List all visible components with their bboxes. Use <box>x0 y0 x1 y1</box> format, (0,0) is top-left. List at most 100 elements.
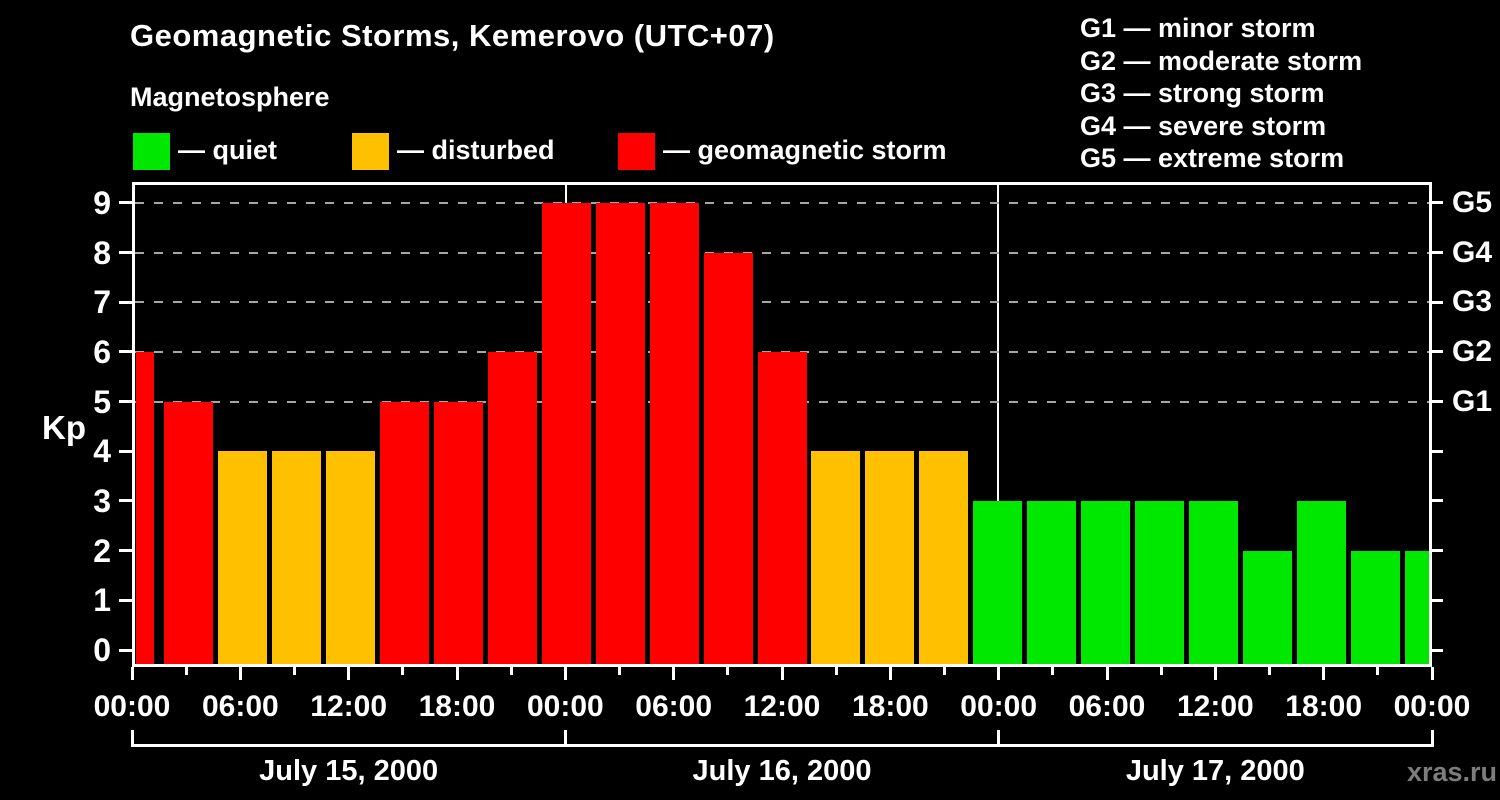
y-tick-label: 5 <box>93 383 111 420</box>
y-tick-label: 4 <box>93 433 111 470</box>
kp-bar <box>1296 500 1346 664</box>
storm-scale-legend: G1 — minor storm G2 — moderate storm G3 … <box>1080 12 1362 175</box>
g-scale-label: G3 <box>1452 285 1493 319</box>
kp-bar <box>380 401 430 664</box>
x-tick-label: 12:00 <box>310 690 388 723</box>
y-tick-label: 9 <box>93 184 111 221</box>
kp-bar <box>1188 500 1238 664</box>
kp-bar <box>757 351 807 664</box>
y-axis-tick <box>119 648 132 652</box>
legend-label-quiet: — quiet <box>178 135 277 165</box>
x-tick-label: 18:00 <box>1285 690 1363 723</box>
x-axis-tick <box>455 667 459 680</box>
x-axis-tick <box>130 667 134 680</box>
g-scale-label: G2 <box>1452 334 1493 368</box>
y-tick-label: 0 <box>93 632 111 668</box>
kp-bar <box>164 401 214 664</box>
x-axis-tick <box>726 667 730 675</box>
disturbed-color-swatch <box>352 133 389 170</box>
day-bracket-cap <box>997 730 1001 747</box>
kp-bar <box>136 351 154 664</box>
kp-bar <box>487 351 537 664</box>
x-axis-tick <box>293 667 296 675</box>
kp-bar <box>1350 550 1400 664</box>
g-scale-label: G1 <box>1452 384 1493 418</box>
kp-bar <box>703 252 753 664</box>
day-label: July 16, 2000 <box>692 755 872 787</box>
x-axis-tick <box>1213 667 1217 680</box>
day-label: July 17, 2000 <box>1125 755 1305 787</box>
x-tick-label: 18:00 <box>418 690 496 723</box>
gridline-kp-7 <box>135 301 1429 304</box>
x-axis-tick <box>780 667 784 680</box>
day-bracket-cap <box>1430 730 1434 747</box>
x-axis-tick <box>1430 667 1434 680</box>
right-axis-tick <box>1432 499 1443 503</box>
kp-bar <box>1134 500 1184 664</box>
kp-bar <box>811 451 861 664</box>
kp-bar <box>919 451 969 664</box>
y-tick-label: 7 <box>93 284 111 321</box>
kp-bar <box>218 451 268 664</box>
kp-bar <box>1242 550 1292 664</box>
storm-scale-legend-g3: G3 — strong storm <box>1080 78 1325 108</box>
x-tick-label: 18:00 <box>851 690 929 723</box>
kp-bar <box>326 451 376 664</box>
watermark: xras.ru <box>1406 757 1497 787</box>
x-axis-tick <box>943 667 946 675</box>
storm-scale-legend-g1: G1 — minor storm <box>1080 13 1316 43</box>
g-scale-label: G5 <box>1452 185 1493 219</box>
y-axis-tick <box>119 251 132 255</box>
x-axis-tick <box>888 667 892 680</box>
day-label: July 15, 2000 <box>259 755 439 787</box>
kp-bar <box>595 202 645 664</box>
x-axis-tick <box>563 667 567 680</box>
storm-scale-legend-g4: G4 — severe storm <box>1080 110 1327 141</box>
x-axis-tick <box>672 667 676 680</box>
x-axis-tick <box>997 667 1001 680</box>
x-axis-tick <box>401 667 405 675</box>
right-axis-tick <box>1432 350 1443 354</box>
legend-label-disturbed: — disturbed <box>397 135 555 165</box>
quiet-color-swatch <box>133 133 170 170</box>
y-tick-label: 3 <box>93 482 111 519</box>
x-tick-label: 00:00 <box>1393 690 1471 723</box>
plot-frame <box>132 182 1432 667</box>
kp-bar <box>1404 550 1429 664</box>
x-axis-tick <box>509 667 513 675</box>
y-axis-tick <box>119 350 132 354</box>
kp-bar <box>434 401 483 664</box>
day-divider <box>996 185 999 664</box>
day-bracket-cap <box>563 730 567 747</box>
right-axis-tick <box>1432 549 1443 553</box>
x-tick-label: 00:00 <box>526 690 604 723</box>
x-axis-tick <box>1051 667 1055 675</box>
kp-bar <box>1081 500 1130 664</box>
right-axis-tick <box>1432 201 1443 205</box>
kp-bar <box>541 202 591 664</box>
y-tick-label: 8 <box>93 234 111 271</box>
x-tick-label: 00:00 <box>93 690 171 723</box>
x-axis-tick <box>1159 667 1163 675</box>
kp-bar <box>973 500 1023 664</box>
gridline-kp-8 <box>135 251 1429 254</box>
x-axis-tick <box>1376 667 1380 675</box>
g-scale-label: G4 <box>1452 235 1493 269</box>
x-axis-tick <box>1268 667 1271 675</box>
legend-label-storm: — geomagnetic storm <box>663 135 947 165</box>
storm-scale-legend-g5: G5 — extreme storm <box>1080 143 1345 173</box>
x-axis-tick <box>184 667 188 675</box>
day-bracket-line <box>132 744 1432 747</box>
kp-bar <box>1027 500 1077 664</box>
y-tick-label: 6 <box>93 333 111 370</box>
x-tick-label: 06:00 <box>635 690 713 723</box>
y-axis-tick <box>119 598 132 602</box>
kp-bar <box>272 451 322 664</box>
x-tick-label: 12:00 <box>743 690 821 723</box>
storm-color-swatch <box>618 133 655 170</box>
right-axis-tick <box>1432 449 1443 453</box>
x-axis-tick <box>834 667 838 675</box>
y-axis-tick <box>119 549 132 553</box>
right-axis-tick <box>1432 251 1443 255</box>
